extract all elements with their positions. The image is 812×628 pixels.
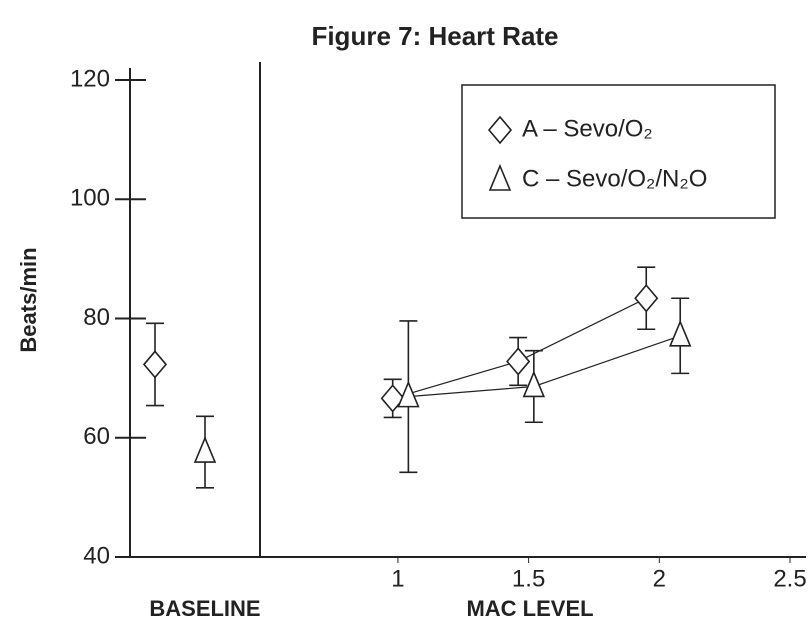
x-axis-label: MAC LEVEL [466,596,593,621]
legend-marker [487,115,513,145]
data-point [397,380,420,408]
baseline-point [193,435,217,463]
legend-box [461,84,776,219]
data-point [669,319,692,347]
baseline-point [142,350,168,379]
x-tick-label: 2 [653,565,666,592]
data-point [506,347,531,376]
legend-marker [488,163,512,191]
y-axis-label: Beats/min [16,247,41,352]
legend-label: A – Sevo/O₂ [522,115,653,142]
baseline-label: BASELINE [149,596,260,621]
y-tick-label: 80 [83,304,110,331]
series-line [392,297,647,399]
x-tick-label: 2.5 [773,565,806,592]
y-tick-label: 60 [83,423,110,450]
x-tick-label: 1.5 [512,565,545,592]
data-point [380,384,405,413]
legend-label: C – Sevo/O₂/N₂O [522,165,707,192]
y-tick-label: 100 [70,185,110,212]
y-tick-label: 120 [70,65,110,92]
chart-title: Figure 7: Heart Rate [311,21,558,51]
y-tick-label: 40 [83,542,110,569]
data-point [522,370,546,398]
data-point [634,284,659,313]
x-tick-label: 1 [391,565,404,592]
series-line [408,335,681,398]
